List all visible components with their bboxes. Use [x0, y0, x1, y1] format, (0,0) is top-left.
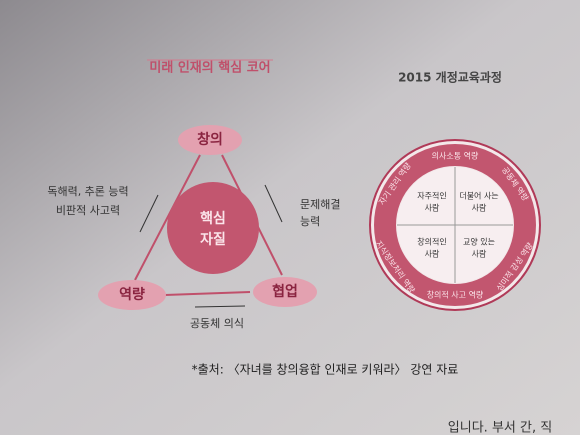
left-diagram: 미래 인재의 핵심 코어 창의 역량 협업 핵심 자질 독해력, 추론 능력 비…: [47, 59, 340, 330]
quadrant-label: 사람: [425, 204, 440, 213]
node-label: 협업: [272, 284, 298, 300]
diagram-title: 미래 인재의 핵심 코어: [149, 60, 270, 76]
competency-ring: [374, 144, 536, 306]
edge: [164, 291, 251, 296]
edge-label: 문제해결: [300, 197, 340, 211]
node-label: 창의: [197, 131, 223, 148]
diagram-title: 2015 개정교육과정: [398, 70, 502, 85]
node: [98, 280, 166, 310]
competency-label: 의사소통 역량: [432, 151, 479, 161]
arrow: [194, 305, 246, 308]
quadrant-label: 더불어 사는: [459, 191, 498, 201]
arrow: [139, 194, 159, 233]
node: [253, 277, 317, 307]
competency-label: 창의적 사고 역량: [427, 290, 484, 300]
center-label: 자질: [200, 232, 226, 248]
quadrant-label: 교양 있는: [463, 237, 495, 247]
right-diagram: 2015 개정교육과정 바른 인성을 갖춘 창의융합형 인재 의사소통 역량 공…: [369, 70, 541, 311]
edge-label: 능력: [300, 215, 320, 228]
quadrant-label: 사람: [472, 204, 487, 213]
node: [178, 125, 242, 155]
quadrant-label: 자주적인: [417, 191, 446, 201]
quadrant-label: 창의적인: [417, 237, 446, 247]
center-label: 핵심: [200, 211, 226, 227]
center-circle: [167, 182, 259, 274]
quadrant-label: 사람: [425, 250, 440, 259]
quadrant-label: 사람: [472, 250, 487, 259]
edge-label: 공동체 의식: [190, 317, 244, 330]
arrow: [264, 184, 283, 223]
edge-label: 비판적 사고력: [56, 204, 120, 217]
edge: [134, 154, 201, 281]
edge-label: 독해력, 추론 능력: [47, 184, 128, 198]
source-note: *출처: 〈자녀를 창의융합 인재로 키워라〉 강연 자료: [192, 363, 459, 377]
node-label: 역량: [119, 286, 145, 303]
page-text-fragment: 입니다. 부서 간, 직: [448, 421, 552, 435]
